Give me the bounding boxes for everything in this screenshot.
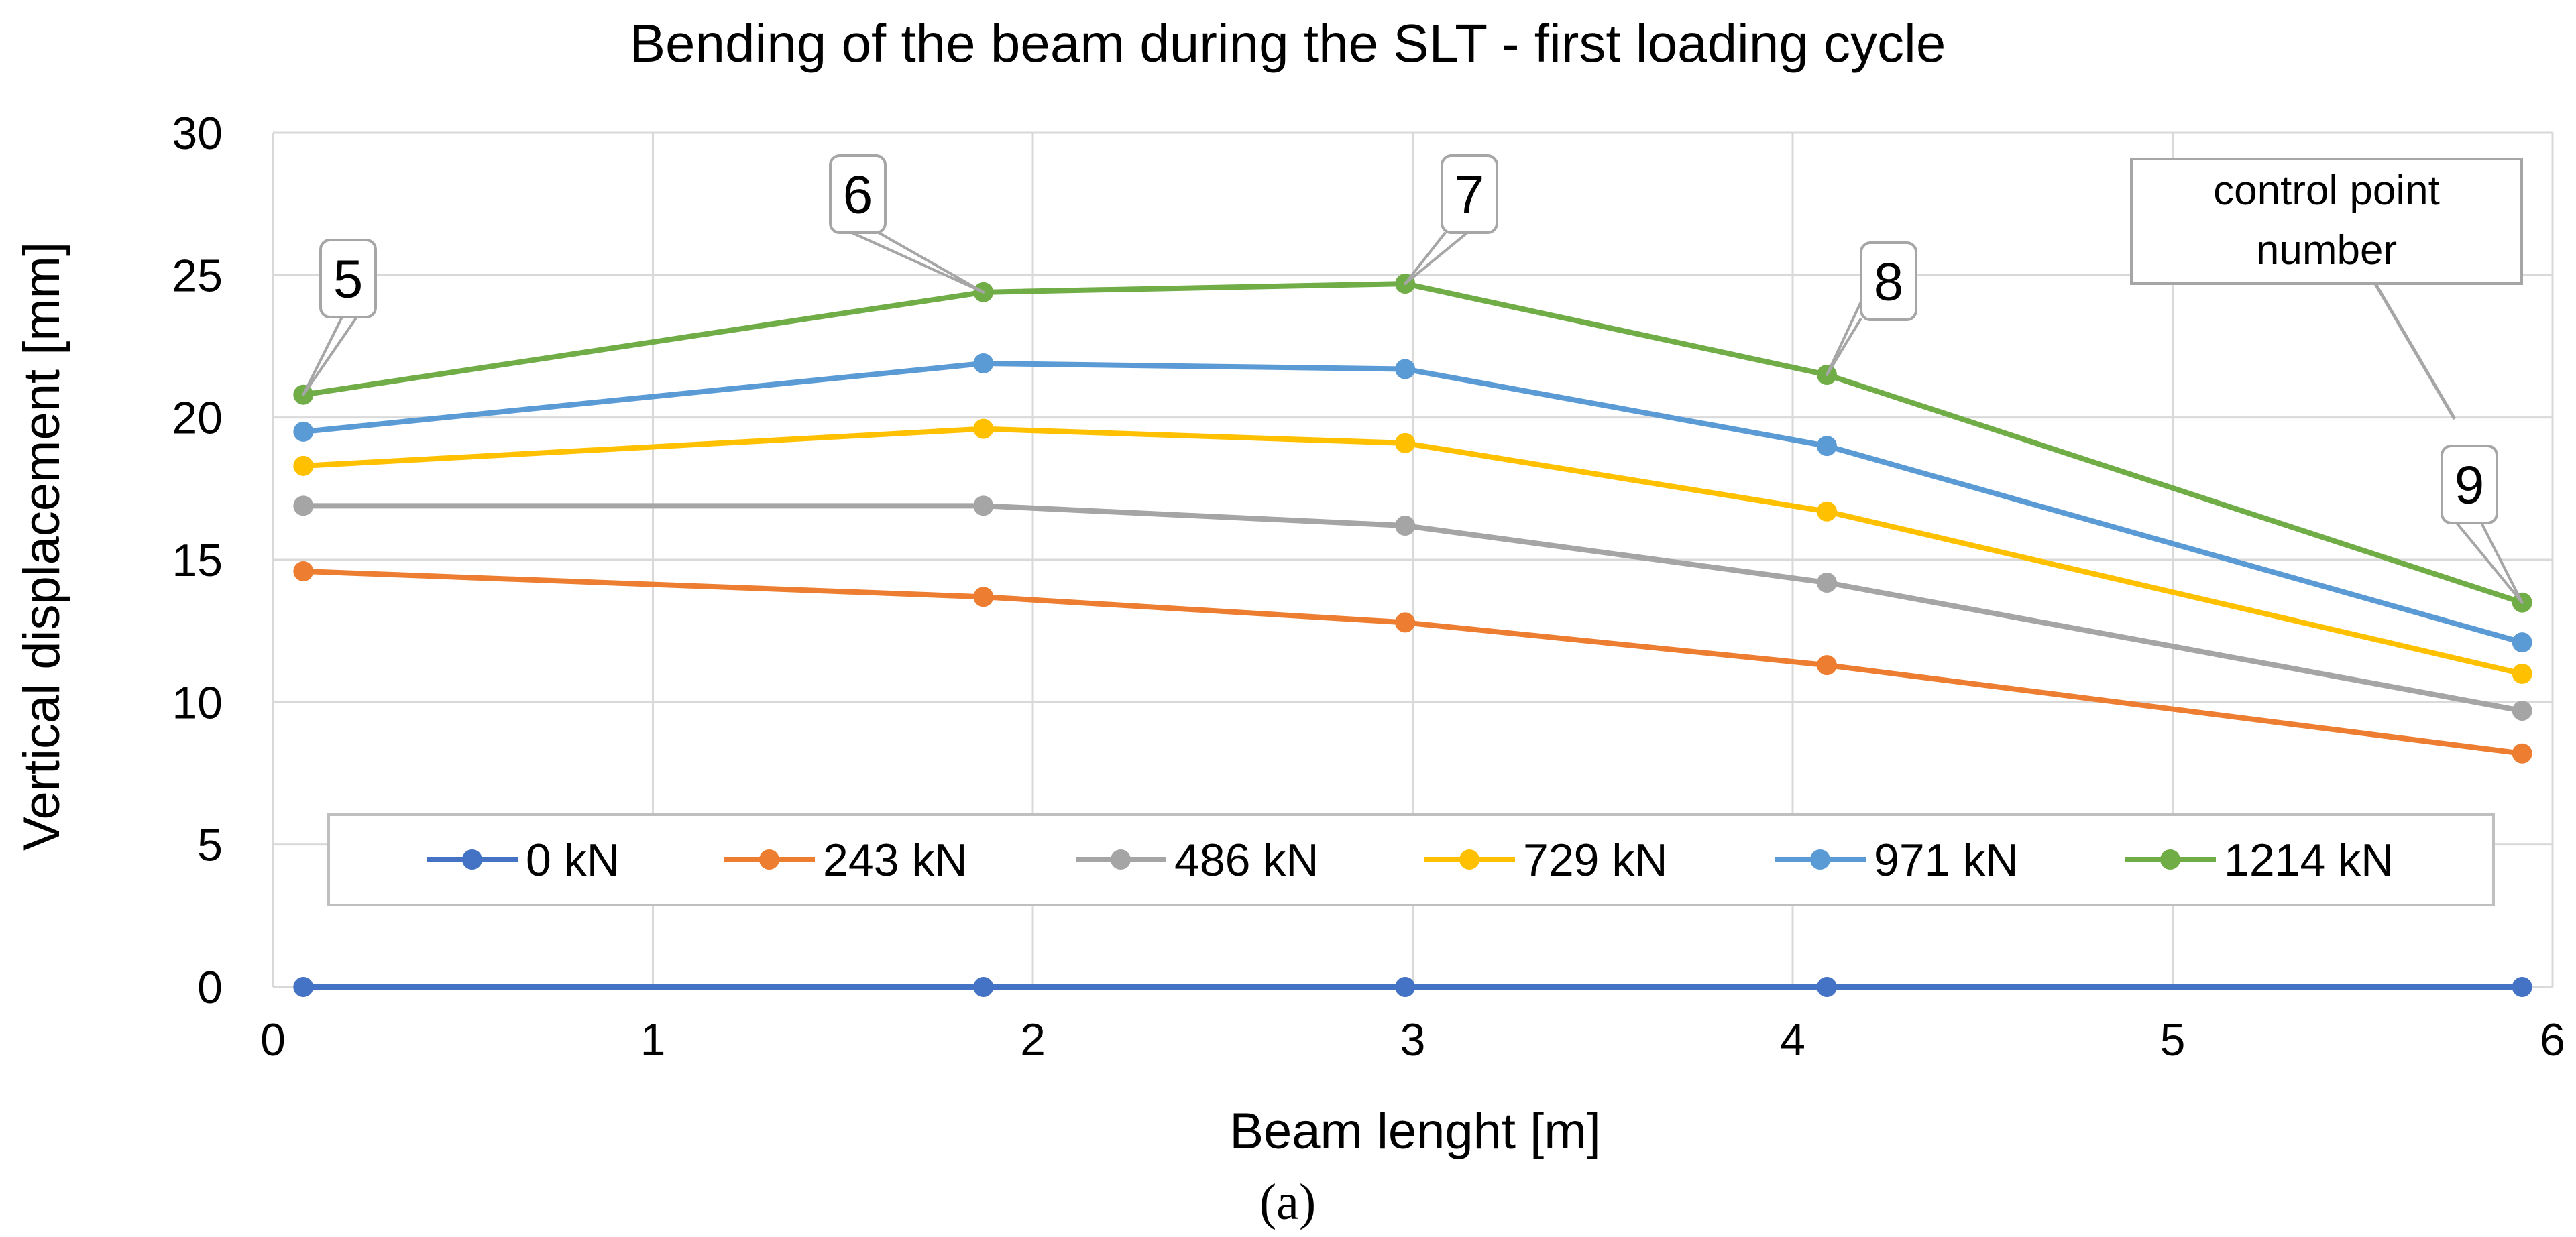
legend-entry: 1214 kN <box>2125 835 2394 886</box>
control-point-callouts: 5 6 7 8 9 control point number <box>302 154 2524 604</box>
legend-label: 0 kN <box>526 835 620 886</box>
callout: 9 <box>2441 445 2524 604</box>
callout-pointer <box>2455 522 2524 604</box>
data-point <box>973 977 994 997</box>
y-tick-label: 0 <box>197 962 223 1013</box>
data-point <box>2512 977 2532 997</box>
data-point <box>1816 655 1837 676</box>
legend-entry: 486 kN <box>1076 835 1319 886</box>
series-243-kn <box>293 561 2532 764</box>
x-axis-label: Beam lenght [m] <box>1229 1103 1600 1160</box>
chart-title: Bending of the beam during the SLT - fir… <box>630 13 1946 73</box>
callout-box <box>829 154 887 234</box>
y-tick-label: 10 <box>172 677 223 728</box>
x-tick-label: 6 <box>2540 1014 2565 1065</box>
callout-pointer <box>302 316 358 396</box>
series-971-kn <box>293 353 2532 653</box>
callout-box <box>1860 241 1917 321</box>
data-point <box>1816 572 1837 593</box>
legend-label: 1214 kN <box>2224 835 2394 886</box>
callout-label: 5 <box>333 249 363 309</box>
data-point <box>1395 516 1416 536</box>
control-point-legend: control point number <box>2130 158 2523 420</box>
legend-label: 971 kN <box>1874 835 2018 886</box>
x-tick-label: 3 <box>1400 1014 1426 1065</box>
data-point <box>1395 612 1416 633</box>
data-point <box>973 495 994 516</box>
legend-label: 729 kN <box>1523 835 1667 886</box>
legend-swatch-marker <box>1459 849 1479 870</box>
callout: 8 <box>1825 241 1917 376</box>
callout-label: 6 <box>843 165 873 225</box>
data-point <box>2512 632 2532 653</box>
legend-swatch-marker <box>759 849 779 870</box>
x-tick-label: 5 <box>2160 1014 2186 1065</box>
data-point <box>1395 432 1416 453</box>
y-axis-label: Vertical displacement [mm] <box>13 242 70 851</box>
callout-pointer <box>1825 301 1862 376</box>
data-point <box>1816 977 1837 997</box>
y-tick-labels: 0 5 10 15 20 25 30 <box>172 108 223 1013</box>
legend-entry: 971 kN <box>1775 835 2018 886</box>
data-point <box>1395 977 1416 997</box>
legend-swatch-marker <box>2160 849 2180 870</box>
y-tick-label: 5 <box>197 820 223 871</box>
series-729-kn <box>293 418 2532 684</box>
x-tick-label: 2 <box>1020 1014 1046 1065</box>
series-0-kn <box>293 977 2532 997</box>
control-point-legend-leader <box>2372 280 2457 420</box>
legend-label: 486 kN <box>1174 835 1319 886</box>
control-point-legend-line2: number <box>2256 227 2397 274</box>
legend-label: 243 kN <box>823 835 967 886</box>
data-point <box>1395 359 1416 379</box>
control-point-legend-line1: control point <box>2213 168 2440 214</box>
data-point <box>293 495 314 516</box>
x-tick-labels: 0 1 2 3 4 5 6 <box>260 1014 2565 1065</box>
legend-swatch-marker <box>1810 849 1830 870</box>
y-tick-label: 15 <box>172 535 223 586</box>
x-tick-label: 4 <box>1780 1014 1805 1065</box>
callout: 7 <box>1404 154 1498 286</box>
callout-pointer <box>851 231 985 294</box>
callout-label: 7 <box>1455 165 1485 225</box>
callout: 6 <box>829 154 985 294</box>
data-point <box>973 353 994 373</box>
data-point <box>973 418 994 439</box>
data-point <box>1816 436 1837 457</box>
data-point <box>293 977 314 997</box>
y-tick-label: 30 <box>172 108 223 159</box>
callout-box <box>2441 445 2498 524</box>
callout-label: 8 <box>1874 252 1904 312</box>
x-tick-label: 0 <box>260 1014 286 1065</box>
legend-swatch-marker <box>1111 849 1131 870</box>
callout-box <box>319 239 377 318</box>
legend: 0 kN 243 kN 486 kN 729 kN 971 kN 1214 kN <box>327 813 2495 906</box>
series-486-kn <box>293 495 2532 721</box>
data-point <box>2512 663 2532 684</box>
legend-entry: 0 kN <box>427 835 620 886</box>
legend-entry: 729 kN <box>1424 835 1667 886</box>
callout-pointer <box>1404 231 1469 286</box>
control-point-legend-box <box>2130 158 2523 285</box>
figure-caption: (a) <box>1259 1174 1316 1230</box>
y-tick-label: 25 <box>172 250 223 301</box>
y-tick-label: 20 <box>172 393 223 444</box>
callout-box <box>1441 154 1498 234</box>
data-point <box>293 455 314 476</box>
data-point <box>2512 743 2532 764</box>
data-point <box>973 587 994 607</box>
data-point <box>293 561 314 581</box>
data-point <box>293 421 314 442</box>
legend-swatch-marker <box>462 849 482 870</box>
data-point <box>1816 501 1837 522</box>
data-point <box>2512 701 2532 721</box>
x-tick-label: 1 <box>640 1014 666 1065</box>
callout-label: 9 <box>2455 455 2485 515</box>
callout: 5 <box>302 239 377 396</box>
legend-entry: 243 kN <box>724 835 967 886</box>
